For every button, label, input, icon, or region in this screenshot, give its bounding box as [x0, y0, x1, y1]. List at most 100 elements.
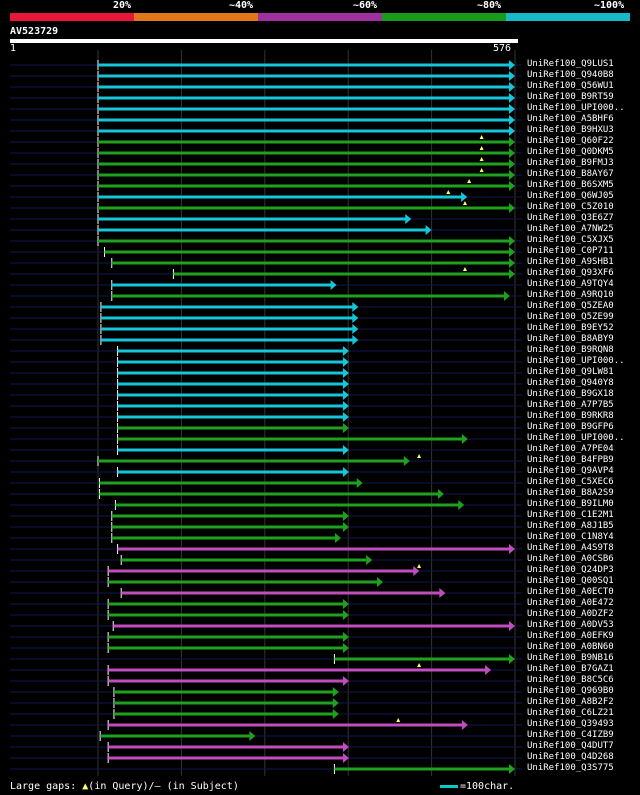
hit-label[interactable]: UniRef100_B8A2S9	[527, 488, 614, 498]
hit-label[interactable]: UniRef100_A0CSB6	[527, 554, 614, 564]
hit-label[interactable]: UniRef100_C1N8Y4	[527, 532, 614, 542]
hit-bar	[98, 239, 510, 243]
hit-label[interactable]: UniRef100_A0DZF2	[527, 609, 614, 619]
hit-end-arrow	[352, 302, 359, 312]
subject-gap-marker: –	[154, 781, 161, 792]
hit-label[interactable]: UniRef100_Q5ZEA0	[527, 301, 614, 311]
hit-label[interactable]: UniRef100_B9NB16	[527, 653, 614, 663]
hit-label[interactable]: UniRef100_C5XJX5	[527, 235, 614, 245]
hit-bar	[113, 701, 334, 705]
hit-bar	[108, 745, 344, 749]
hit-label[interactable]: UniRef100_A5BHF6	[527, 114, 614, 124]
hit-end-arrow	[509, 764, 515, 774]
hit-label[interactable]: UniRef100_A0DV53	[527, 620, 614, 630]
hit-label[interactable]: UniRef100_Q969B0	[527, 686, 614, 696]
hit-label[interactable]: UniRef100_Q4DUT7	[527, 741, 614, 751]
hit-label[interactable]: UniRef100_Q9AVP4	[527, 466, 614, 476]
query-bar	[10, 39, 518, 43]
hit-bar	[113, 624, 511, 628]
hit-label[interactable]: UniRef100_B9GX18	[527, 389, 614, 399]
hit-end-arrow	[403, 456, 410, 466]
hit-label[interactable]: UniRef100_A9RQ10	[527, 290, 614, 300]
hit-label[interactable]: UniRef100_C5Z010	[527, 202, 614, 212]
hit-label[interactable]: UniRef100_C5XEC6	[527, 477, 614, 487]
hit-label[interactable]: UniRef100_A8B2F2	[527, 697, 614, 707]
hit-label[interactable]: UniRef100_Q0DKM5	[527, 147, 614, 157]
hit-bar	[111, 283, 332, 287]
hit-label[interactable]: UniRef100_A9TQY4	[527, 279, 614, 289]
identity-band-80	[382, 13, 506, 21]
hit-label[interactable]: UniRef100_UPI000..	[527, 103, 625, 113]
hit-label[interactable]: UniRef100_A4S9T8	[527, 543, 614, 553]
hit-label[interactable]: UniRef100_C6LZ21	[527, 708, 614, 718]
hit-label[interactable]: UniRef100_C1E2M1	[527, 510, 614, 520]
hit-end-arrow	[342, 599, 349, 609]
hit-label[interactable]: UniRef100_A0BN60	[527, 642, 614, 652]
hit-label[interactable]: UniRef100_Q3S775	[527, 763, 614, 773]
scale-start: 1	[10, 43, 17, 54]
hit-label-list: UniRef100_Q9LUS1 UniRef100_Q940B8 UniRef10…	[527, 59, 640, 774]
hit-label[interactable]: UniRef100_B9RQN8	[527, 345, 614, 355]
hit-label[interactable]: UniRef100_B9EY52	[527, 323, 614, 333]
hit-bar	[108, 756, 344, 760]
hit-label[interactable]: UniRef100_Q940Y8	[527, 378, 614, 388]
identity-band-100	[506, 13, 630, 21]
hit-label[interactable]: UniRef100_C0P711	[527, 246, 614, 256]
hit-label[interactable]: UniRef100_UPI000..	[527, 356, 625, 366]
hit-label[interactable]: UniRef100_Q9LW81	[527, 367, 614, 377]
hit-label[interactable]: UniRef100_Q93XF6	[527, 268, 614, 278]
hit-label[interactable]: UniRef100_B6SXM5	[527, 180, 614, 190]
hit-label[interactable]: UniRef100_C4IZB9	[527, 730, 614, 740]
hit-end-arrow	[509, 137, 515, 147]
hit-label[interactable]: UniRef100_B9GFP6	[527, 422, 614, 432]
hit-label[interactable]: UniRef100_Q9LUS1	[527, 59, 614, 69]
hit-label[interactable]: UniRef100_UPI000..	[527, 433, 625, 443]
hit-bar	[113, 690, 334, 694]
hit-bar	[108, 646, 344, 650]
hit-label[interactable]: UniRef100_B9RT59	[527, 92, 614, 102]
hit-label[interactable]: UniRef100_B9HXU3	[527, 125, 614, 135]
hit-label[interactable]: UniRef100_A7PE04	[527, 444, 614, 454]
hit-label[interactable]: UniRef100_B8AY67	[527, 169, 614, 179]
hit-label[interactable]: UniRef100_B8C5C6	[527, 675, 614, 685]
identity-band-20	[10, 13, 134, 21]
hit-end-arrow	[461, 720, 468, 730]
hit-label[interactable]: UniRef100_Q940B8	[527, 70, 614, 80]
hit-label[interactable]: UniRef100_Q4D268	[527, 752, 614, 762]
hit-end-arrow	[509, 82, 515, 92]
hit-end-arrow	[509, 93, 515, 103]
hit-label[interactable]: UniRef100_B9ILM0	[527, 499, 614, 509]
hit-bar	[98, 459, 405, 463]
hit-label[interactable]: UniRef100_A9SHB1	[527, 257, 614, 267]
hit-label[interactable]: UniRef100_A7NW25	[527, 224, 614, 234]
hit-label[interactable]: UniRef100_A8J1B5	[527, 521, 614, 531]
hit-label[interactable]: UniRef100_A7P7B5	[527, 400, 614, 410]
hit-label[interactable]: UniRef100_B4FPB9	[527, 455, 614, 465]
hit-bar	[108, 602, 344, 606]
hit-label[interactable]: UniRef100_Q24DP3	[527, 565, 614, 575]
gap-legend: Large gaps: ▲(in Query)/– (in Subject)	[10, 781, 239, 792]
hit-label[interactable]: UniRef100_Q3E6Z7	[527, 213, 614, 223]
hit-bar	[117, 382, 344, 386]
hit-label[interactable]: UniRef100_B9RKR8	[527, 411, 614, 421]
scale-key-swatch	[440, 784, 458, 788]
hit-label[interactable]: UniRef100_A0EFK9	[527, 631, 614, 641]
hit-end-arrow	[342, 522, 349, 532]
hit-label[interactable]: UniRef100_B9FMJ3	[527, 158, 614, 168]
hit-label[interactable]: UniRef100_Q6WJ05	[527, 191, 614, 201]
hit-bar	[117, 371, 344, 375]
hit-label[interactable]: UniRef100_Q00SQ1	[527, 576, 614, 586]
hit-label[interactable]: UniRef100_B7GAZ1	[527, 664, 614, 674]
hit-label[interactable]: UniRef100_B8ABY9	[527, 334, 614, 344]
hit-label[interactable]: UniRef100_Q5ZE99	[527, 312, 614, 322]
hit-bar	[98, 195, 463, 199]
hit-bar	[117, 360, 344, 364]
hit-end-arrow	[509, 621, 515, 631]
hit-label[interactable]: UniRef100_Q56WU1	[527, 81, 614, 91]
hit-label[interactable]: UniRef100_Q39493	[527, 719, 614, 729]
hit-label[interactable]: UniRef100_A0ECT0	[527, 587, 614, 597]
hit-end-arrow	[342, 357, 349, 367]
hit-bar	[117, 393, 344, 397]
hit-label[interactable]: UniRef100_A0E472	[527, 598, 614, 608]
hit-label[interactable]: UniRef100_Q60F22	[527, 136, 614, 146]
